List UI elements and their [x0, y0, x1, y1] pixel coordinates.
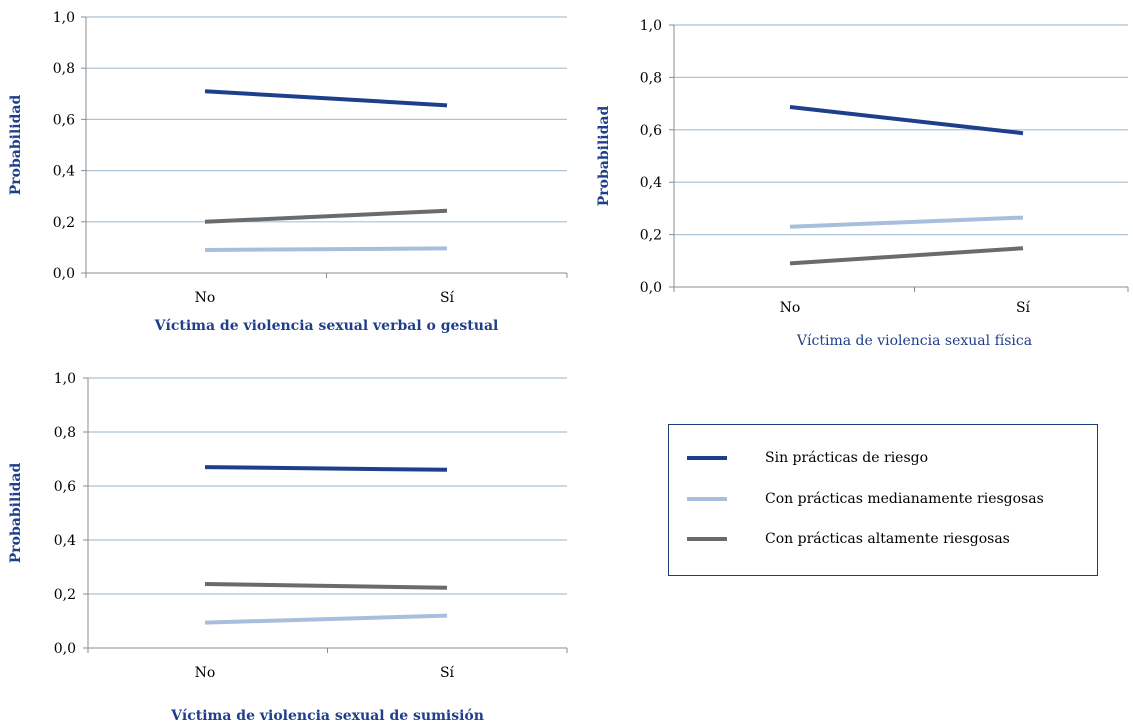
legend-swatch-altamente-riesgosas [687, 537, 727, 541]
chart-3-ytick-label: 0,2 [54, 587, 76, 603]
chart-2-series-line-1 [789, 105, 1024, 136]
chart-2-ytick-label: 0,2 [640, 228, 662, 244]
legend-label-altamente-riesgosas: Con prácticas altamente riesgosas [765, 531, 1010, 547]
chart-1-ytick-label: 0,6 [53, 112, 75, 128]
chart-2-ytick-label: 0,4 [640, 175, 662, 191]
legend-swatch-sin-riesgo [687, 456, 727, 460]
chart-3-ytick-label: 0,8 [54, 425, 76, 441]
chart-1-ytick-label: 1,0 [53, 10, 75, 26]
chart-3-ytick-label: 0,0 [54, 641, 76, 657]
chart-1-ylabel: Probabilidad [8, 95, 24, 196]
chart-2-xtick-label: No [780, 300, 801, 316]
chart-3-ytick-label: 0,6 [54, 479, 76, 495]
chart-2-ytick-label: 0,6 [640, 123, 662, 139]
chart-1-xtick-label: No [195, 290, 216, 306]
legend-label-medianamente-riesgosas: Con prácticas medianamente riesgosas [765, 491, 1044, 507]
chart-2-xtick-label: Sí [1016, 300, 1031, 316]
chart-1-xtick-label: Sí [440, 290, 455, 306]
chart-2-ytick-label: 0,8 [640, 70, 662, 86]
chart-2-xlabel: Víctima de violencia sexual física [796, 333, 1032, 349]
chart-2-series-line-2 [789, 215, 1024, 229]
chart-1-ytick-label: 0,4 [53, 164, 75, 180]
legend-item-medianamente-riesgosas: Con prácticas medianamente riesgosas [687, 488, 1044, 510]
chart-3-xtick-label: Sí [440, 665, 455, 681]
chart-3-xlabel: Víctima de violencia sexual de sumisión [170, 708, 484, 724]
legend-item-sin-riesgo: Sin prácticas de riesgo [687, 447, 928, 469]
chart-2-ytick-label: 0,0 [640, 280, 662, 296]
chart-1-ytick-label: 0,2 [53, 215, 75, 231]
chart-3-series-line-2 [204, 582, 448, 590]
chart-1-series-line-1 [204, 89, 448, 108]
chart-1-series-line-3 [204, 246, 448, 252]
chart-1-ytick-label: 0,8 [53, 61, 75, 77]
chart-1-series-line-2 [204, 208, 448, 224]
legend-label-sin-riesgo: Sin prácticas de riesgo [765, 450, 929, 466]
chart-3-series-line-3 [204, 613, 448, 625]
legend-item-altamente-riesgosas: Con prácticas altamente riesgosas [687, 528, 1010, 550]
chart-3-ytick-label: 0,4 [54, 533, 76, 549]
chart-1-ytick-label: 0,0 [53, 266, 75, 282]
chart-1-xlabel: Víctima de violencia sexual verbal o ges… [154, 318, 499, 334]
legend-swatch-medianamente-riesgosas [687, 497, 727, 501]
chart-3-xtick-label: No [195, 665, 216, 681]
chart-3-series-line-1 [204, 465, 448, 472]
legend: Sin prácticas de riesgo Con prácticas me… [668, 424, 1098, 576]
chart-2-ylabel: Probabilidad [596, 106, 612, 207]
chart-3-ytick-label: 1,0 [54, 371, 76, 387]
chart-2-series-line-3 [789, 246, 1024, 266]
chart-3-ylabel: Probabilidad [8, 463, 24, 564]
chart-2-ytick-label: 1,0 [640, 18, 662, 34]
